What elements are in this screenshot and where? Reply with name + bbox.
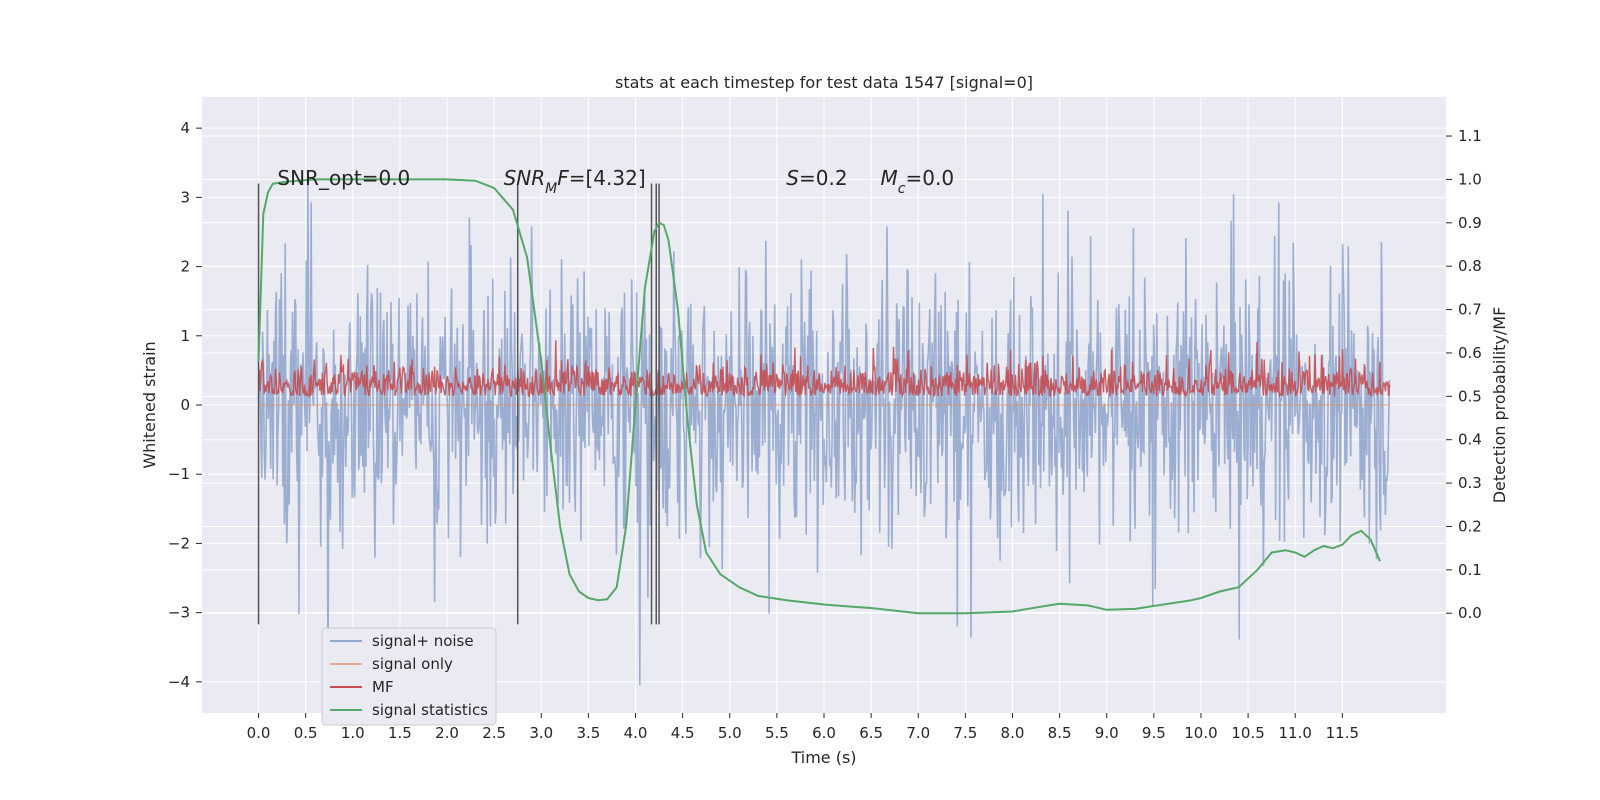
y2-tick-label: 0.9 — [1458, 214, 1482, 232]
y2-tick-label: 0.0 — [1458, 604, 1482, 622]
y-tick-label: −2 — [168, 534, 190, 552]
x-tick-label: 11.0 — [1279, 724, 1312, 742]
annotation-part: =[4.32] — [569, 166, 646, 190]
x-tick-label: 9.0 — [1095, 724, 1119, 742]
x-tick-label: 6.0 — [812, 724, 836, 742]
legend-label: MF — [372, 678, 394, 696]
legend: signal+ noise signal only MF signal stat… — [321, 627, 497, 726]
x-tick-label: 3.0 — [529, 724, 553, 742]
y-tick-label: 3 — [180, 188, 190, 206]
y2-tick-label: 0.5 — [1458, 387, 1482, 405]
y2-tick-label: 0.3 — [1458, 474, 1482, 492]
y-tick-label: −1 — [168, 465, 190, 483]
x-tick-label: 8.5 — [1048, 724, 1072, 742]
vertical-markers — [257, 183, 660, 625]
annotation-part: SNR — [504, 166, 546, 190]
annotation-part: SNR_opt=0.0 — [277, 166, 410, 190]
annotation-text: S=0.2 — [786, 166, 847, 190]
signal-statistics-series — [257, 178, 1381, 615]
y-tick-label: 0 — [180, 396, 190, 414]
y2-tick-label: 1.1 — [1458, 127, 1482, 145]
y-tick-label: −3 — [168, 604, 190, 622]
x-tick-label: 0.0 — [247, 724, 271, 742]
x-tick-label: 5.0 — [718, 724, 742, 742]
x-axis-ticks: 0.0 0.5 1.0 1.5 2.0 2.5 3.0 3.5 4.0 4.5 5.0 5.5 6.0 6… — [247, 713, 1359, 742]
signal-statistics-line — [257, 178, 1381, 615]
x-tick-label: 8.0 — [1001, 724, 1025, 742]
y2-tick-label: 0.1 — [1458, 561, 1482, 579]
annotations: SNR_opt=0.0 SNRMF=[4.32] S=0.2 Mc=0.0 — [277, 166, 954, 197]
annotation-text: SNRMF=[4.32] — [504, 166, 646, 197]
y-axis-ticks: 4 3 2 1 0 −1 −2 −3 −4 — [168, 119, 202, 691]
annotation-part: =0.2 — [799, 166, 848, 190]
annotation-part: S — [786, 166, 799, 190]
mf-series — [257, 340, 1391, 399]
y-axis-label: Whitened strain — [140, 341, 159, 468]
legend-label: signal statistics — [372, 701, 488, 719]
x-tick-label: 2.0 — [435, 724, 459, 742]
x-tick-label: 9.5 — [1142, 724, 1166, 742]
y-tick-label: 2 — [180, 258, 190, 276]
y2-tick-label: 0.6 — [1458, 344, 1482, 362]
y2-tick-label: 0.2 — [1458, 517, 1482, 535]
y2-axis-ticks: 1.1 1.0 0.9 0.8 0.7 0.6 0.5 0.4 0.3 0.2 0.1 0.0 — [1446, 127, 1482, 622]
annotation-part: F — [557, 166, 569, 190]
y2-tick-label: 0.7 — [1458, 301, 1482, 319]
annotation-part: M — [545, 181, 557, 197]
x-tick-label: 10.5 — [1231, 724, 1264, 742]
y-tick-label: −4 — [168, 673, 190, 691]
x-tick-label: 1.5 — [388, 724, 412, 742]
mf-line — [257, 340, 1391, 399]
x-tick-label: 6.5 — [859, 724, 883, 742]
x-tick-label: 0.5 — [294, 724, 318, 742]
y2-tick-label: 1.0 — [1458, 170, 1482, 188]
y-tick-label: 4 — [180, 119, 190, 137]
x-tick-label: 5.5 — [765, 724, 789, 742]
annotation-text: SNR_opt=0.0 — [277, 166, 410, 190]
x-tick-label: 2.5 — [482, 724, 506, 742]
x-tick-label: 4.0 — [624, 724, 648, 742]
legend-label: signal+ noise — [372, 632, 474, 650]
legend-box — [321, 627, 497, 726]
annotation-text: Mc=0.0 — [881, 166, 955, 197]
x-tick-label: 7.0 — [906, 724, 930, 742]
y-tick-label: 1 — [180, 327, 190, 345]
x-tick-label: 3.5 — [576, 724, 600, 742]
y2-tick-label: 0.4 — [1458, 431, 1482, 449]
signal-noise-series — [257, 178, 1391, 686]
signal-noise-line — [257, 178, 1391, 686]
x-tick-label: 1.0 — [341, 724, 365, 742]
x-tick-label: 10.0 — [1184, 724, 1217, 742]
chart-title: stats at each timestep for test data 154… — [615, 73, 1033, 92]
legend-label: signal only — [372, 655, 453, 673]
y2-axis-label: Detection probability/MF — [1490, 307, 1509, 504]
y2-tick-label: 0.8 — [1458, 257, 1482, 275]
annotation-part: =0.0 — [906, 166, 955, 190]
x-tick-label: 4.5 — [671, 724, 695, 742]
x-tick-label: 7.5 — [953, 724, 977, 742]
annotation-part: M — [881, 166, 898, 190]
x-tick-label: 11.5 — [1326, 724, 1359, 742]
x-axis-label: Time (s) — [790, 748, 856, 767]
annotation-part: c — [898, 181, 906, 197]
